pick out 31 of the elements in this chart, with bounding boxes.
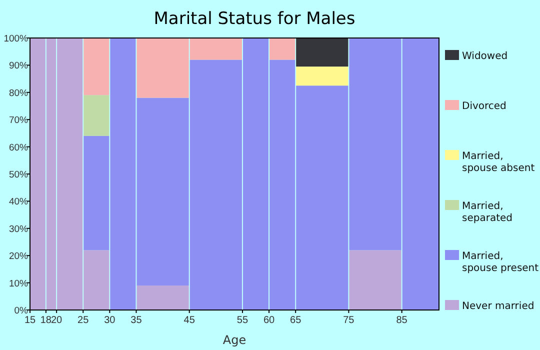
y-tick-label: 100% xyxy=(4,34,29,44)
x-tick-label: 15 xyxy=(24,315,36,326)
y-tick-label: 20% xyxy=(8,251,29,262)
x-tick-label: 20 xyxy=(50,315,63,326)
y-tick-label: 40% xyxy=(8,196,29,208)
x-tick-label: 55 xyxy=(236,315,248,326)
x-tick-label: 45 xyxy=(184,315,196,326)
x-tick-label: 35 xyxy=(130,315,142,326)
y-tick-label: 90% xyxy=(8,60,29,72)
x-axis-title: Age xyxy=(222,333,246,347)
chart-title: Marital Status for Males xyxy=(154,9,356,29)
legend-label: Married, spouse present xyxy=(462,251,539,274)
x-tick-label: 75 xyxy=(343,315,355,326)
y-tick-label: 60% xyxy=(8,142,29,154)
legend-label: Divorced xyxy=(462,101,506,112)
y-tick-label: 80% xyxy=(8,88,29,99)
x-tick-label: 25 xyxy=(78,315,90,326)
y-tick-label: 30% xyxy=(8,224,29,235)
y-tick-label: 10% xyxy=(8,278,29,290)
y-tick-label: 70% xyxy=(8,115,29,126)
x-tick-label: 30 xyxy=(104,315,116,326)
x-tick-label: 85 xyxy=(396,315,408,326)
legend-label: Married, separated xyxy=(462,201,512,224)
legend-label: Never married xyxy=(462,301,534,312)
x-tick-label: 18 xyxy=(40,315,52,326)
legend-label: Married, spouse absent xyxy=(462,151,535,174)
x-tick-label: 65 xyxy=(290,315,302,326)
y-tick-label: 0% xyxy=(14,306,29,316)
y-tick-label: 50% xyxy=(8,170,29,180)
x-tick-label: 60 xyxy=(263,315,276,326)
legend-label: Widowed xyxy=(462,51,508,62)
